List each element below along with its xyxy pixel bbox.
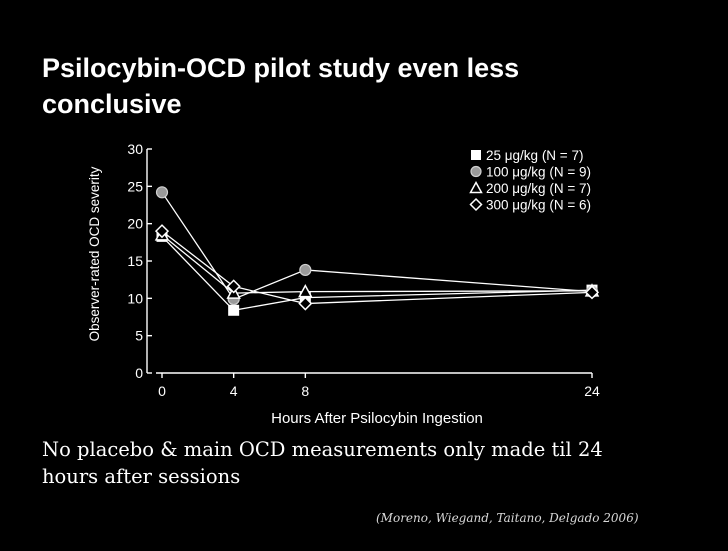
- slide-caption: No placebo & main OCD measurements only …: [42, 436, 682, 490]
- legend-marker-square: [471, 150, 481, 160]
- y-tick-label: 0: [135, 365, 143, 381]
- legend-label: 100 μg/kg (N = 9): [486, 165, 591, 180]
- caption-line2: hours after sessions: [42, 465, 241, 488]
- axes-layer: 0 5 10 15 20 25 30 0 4 8 24: [127, 141, 600, 399]
- caption-line1: No placebo & main OCD measurements only …: [42, 438, 603, 461]
- legend-marker-circle: [470, 165, 482, 178]
- data-point-circle: [155, 186, 169, 199]
- data-point-diamond: [154, 224, 170, 239]
- y-tick-label: 30: [127, 141, 143, 157]
- y-axis-label: Observer-rated OCD severity: [87, 166, 102, 341]
- y-tick-label: 15: [127, 253, 143, 269]
- legend-marker-triangle: [469, 180, 483, 194]
- legend: 25 μg/kg (N = 7) 100 μg/kg (N = 9)200 μg/…: [469, 148, 591, 213]
- data-point-square: [228, 304, 240, 316]
- slide-title-line1: Psilocybin-OCD pilot study even less: [42, 53, 520, 83]
- y-tick-label: 5: [135, 328, 143, 344]
- y-tick-label: 20: [127, 216, 143, 232]
- x-axis-label: Hours After Psilocybin Ingestion: [271, 410, 483, 427]
- x-tick-label: 0: [158, 383, 166, 399]
- slide-title: Psilocybin-OCD pilot study even less con…: [42, 50, 702, 122]
- x-tick-label: 8: [301, 383, 309, 399]
- legend-marker-diamond: [469, 197, 483, 212]
- citation: (Moreno, Wiegand, Taitano, Delgado 2006): [376, 511, 639, 525]
- legend-label: 200 μg/kg (N = 7): [486, 181, 591, 196]
- x-tick-label: 24: [584, 383, 600, 399]
- series-line-triangle: [161, 234, 593, 294]
- data-point-diamond: [226, 279, 241, 294]
- data-point-circle: [299, 263, 312, 277]
- data-point-diamond: [584, 285, 600, 300]
- legend-label: 25 μg/kg (N = 7): [486, 148, 583, 163]
- data-point-diamond: [298, 296, 313, 311]
- series-line-diamond: [161, 230, 593, 305]
- legend-label: 300 μg/kg (N = 6): [486, 198, 591, 213]
- series-line-circle: [161, 191, 593, 300]
- series-markers-layer: [154, 186, 600, 316]
- series-lines-layer: [161, 191, 593, 311]
- y-tick-label: 25: [127, 178, 143, 194]
- series-line-square: [161, 235, 593, 311]
- y-tick-label: 10: [127, 290, 143, 306]
- slide-title-line2: conclusive: [42, 89, 182, 119]
- x-tick-label: 4: [230, 383, 238, 399]
